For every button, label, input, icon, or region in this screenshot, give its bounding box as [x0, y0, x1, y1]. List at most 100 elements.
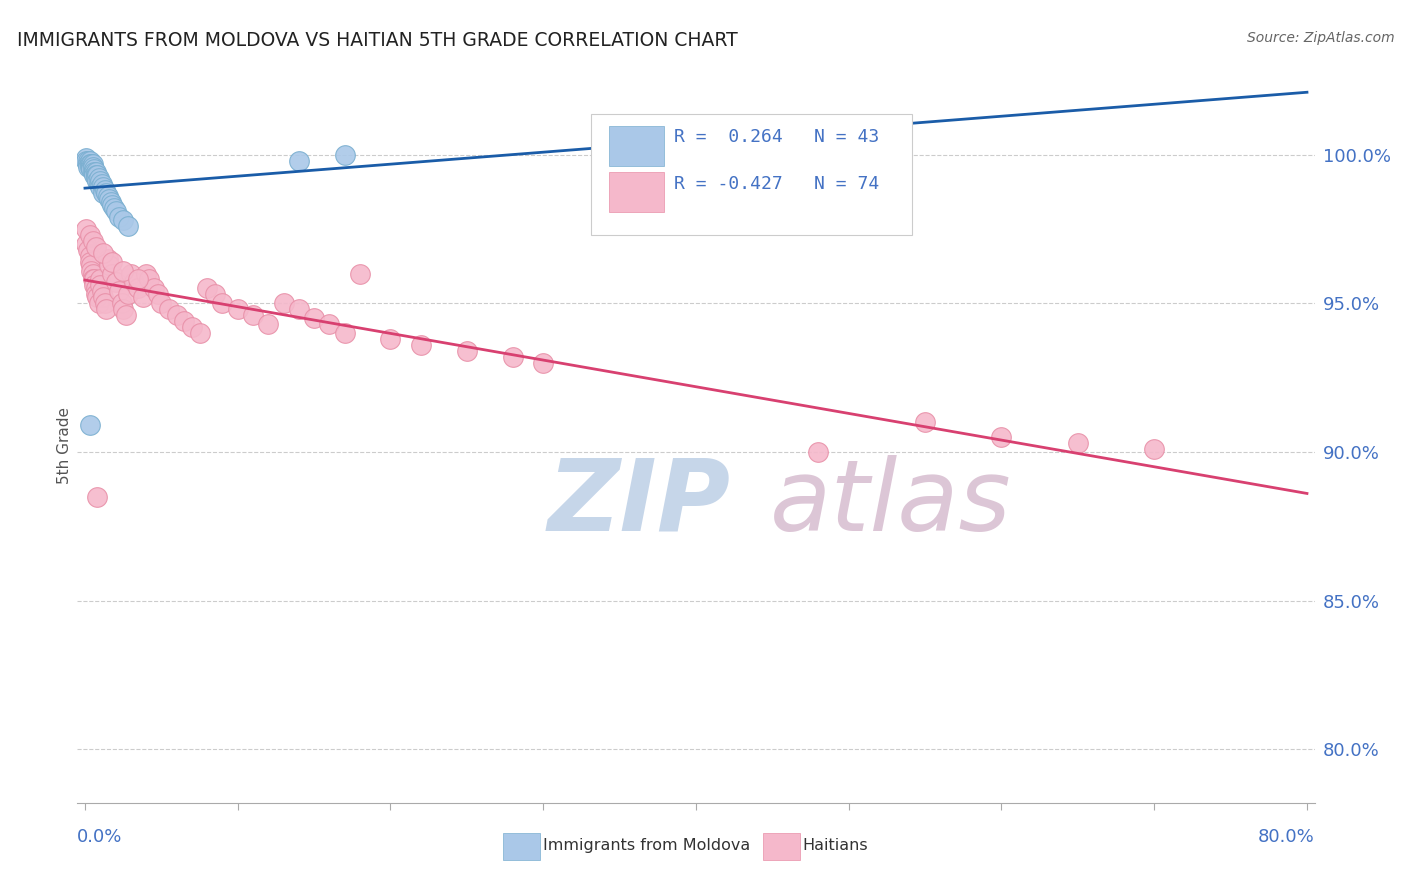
Point	[86, 169, 108, 183]
Point	[135, 267, 157, 281]
Point	[100, 195, 122, 210]
Point	[77, 160, 100, 174]
Text: N = 43: N = 43	[814, 128, 879, 146]
Point	[84, 165, 107, 179]
Point	[112, 213, 135, 227]
Point	[87, 296, 110, 310]
Point	[127, 281, 149, 295]
Point	[79, 418, 101, 433]
Point	[89, 180, 111, 194]
Text: Immigrants from Moldova: Immigrants from Moldova	[543, 838, 749, 854]
Text: 80.0%: 80.0%	[1258, 828, 1315, 846]
Point	[127, 272, 149, 286]
Point	[173, 314, 195, 328]
Point	[101, 267, 124, 281]
Point	[94, 183, 117, 197]
Point	[204, 287, 226, 301]
Point	[103, 201, 125, 215]
Point	[807, 445, 830, 459]
Point	[80, 258, 103, 272]
Point	[80, 263, 103, 277]
Point	[96, 186, 118, 201]
Point	[79, 160, 101, 174]
Point	[456, 343, 478, 358]
Point	[77, 243, 100, 257]
Point	[80, 162, 103, 177]
Point	[98, 192, 121, 206]
FancyBboxPatch shape	[609, 172, 664, 212]
Point	[79, 249, 101, 263]
Text: ZIP: ZIP	[547, 455, 731, 551]
Point	[79, 227, 101, 242]
Point	[288, 153, 311, 168]
Point	[409, 338, 432, 352]
Point	[90, 285, 112, 299]
Point	[115, 308, 138, 322]
Point	[77, 153, 100, 168]
Text: Source: ZipAtlas.com: Source: ZipAtlas.com	[1247, 31, 1395, 45]
Point	[257, 317, 280, 331]
Point	[104, 204, 127, 219]
Point	[122, 276, 145, 290]
Point	[84, 281, 107, 295]
Y-axis label: 5th Grade: 5th Grade	[56, 408, 72, 484]
Point	[138, 272, 160, 286]
Point	[226, 302, 249, 317]
Point	[380, 332, 402, 346]
Point	[112, 302, 135, 317]
Point	[98, 258, 121, 272]
Point	[112, 263, 135, 277]
Point	[1067, 436, 1090, 450]
Point	[76, 236, 98, 251]
Point	[148, 287, 170, 301]
Point	[302, 311, 325, 326]
Point	[97, 252, 120, 266]
Point	[195, 281, 218, 295]
Point	[188, 326, 211, 340]
Point	[79, 254, 101, 268]
Point	[318, 317, 340, 331]
FancyBboxPatch shape	[609, 126, 664, 166]
Point	[273, 296, 295, 310]
Point	[502, 350, 524, 364]
Point	[90, 178, 112, 192]
Text: R =  0.264: R = 0.264	[673, 128, 783, 146]
Point	[142, 281, 165, 295]
Point	[86, 174, 108, 188]
Point	[91, 186, 114, 201]
Point	[82, 272, 104, 286]
FancyBboxPatch shape	[591, 114, 912, 235]
Text: IMMIGRANTS FROM MOLDOVA VS HAITIAN 5TH GRADE CORRELATION CHART: IMMIGRANTS FROM MOLDOVA VS HAITIAN 5TH G…	[17, 31, 738, 50]
Point	[77, 156, 100, 170]
Point	[531, 356, 554, 370]
Point	[107, 210, 129, 224]
Point	[94, 296, 117, 310]
Point	[87, 178, 110, 192]
Point	[91, 180, 114, 194]
Point	[180, 320, 202, 334]
Point	[86, 290, 108, 304]
Point	[211, 296, 233, 310]
Point	[157, 302, 180, 317]
Point	[82, 234, 104, 248]
Point	[83, 278, 105, 293]
Point	[83, 272, 105, 286]
Text: Haitians: Haitians	[803, 838, 869, 854]
Point	[82, 160, 104, 174]
Point	[150, 296, 173, 310]
Point	[117, 287, 139, 301]
Point	[89, 174, 111, 188]
Point	[83, 169, 105, 183]
Point	[91, 245, 114, 260]
Point	[89, 278, 111, 293]
Point	[104, 276, 127, 290]
Point	[87, 171, 110, 186]
Point	[101, 254, 124, 268]
Point	[117, 219, 139, 233]
Point	[84, 171, 107, 186]
Point	[83, 162, 105, 177]
Point	[82, 165, 104, 179]
Point	[132, 290, 155, 304]
Point	[101, 198, 124, 212]
Text: 0.0%: 0.0%	[77, 828, 122, 846]
